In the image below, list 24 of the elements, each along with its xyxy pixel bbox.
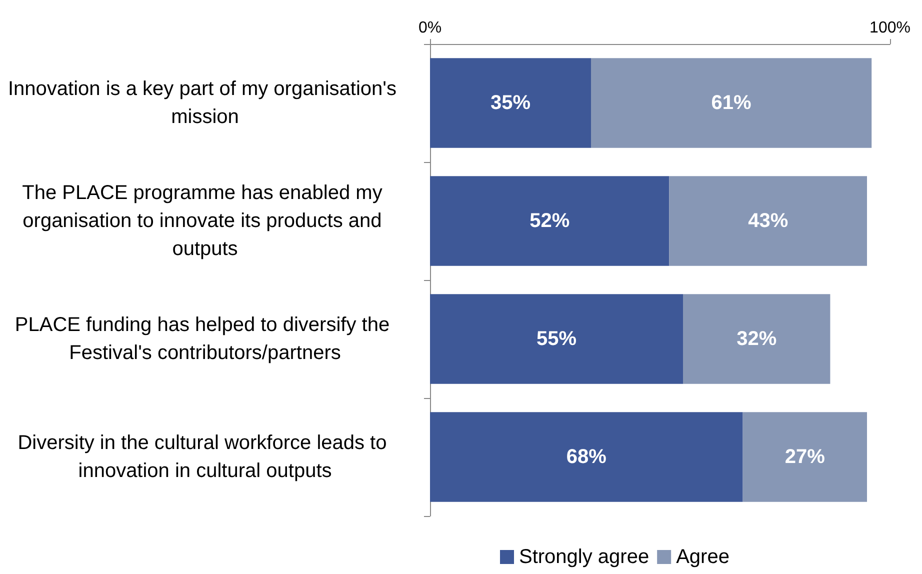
data-label: 32% bbox=[736, 328, 777, 350]
data-label: 68% bbox=[566, 446, 607, 468]
y-tick-label: Diversity in the cultural workforce leads to innovation in cultural outputs bbox=[18, 432, 392, 482]
y-tick-label: The PLACE programme has enabled my organisation to innovate its products and outputs bbox=[22, 182, 388, 260]
bar bbox=[683, 294, 830, 384]
bar bbox=[430, 176, 670, 266]
bar bbox=[430, 294, 683, 384]
data-label: 61% bbox=[711, 92, 752, 114]
data-label: 55% bbox=[536, 328, 577, 350]
y-tick-label: Innovation is a key part of my organisation's mission bbox=[8, 78, 402, 128]
bar bbox=[669, 176, 867, 266]
data-label: 43% bbox=[748, 210, 788, 232]
data-label: 35% bbox=[490, 92, 531, 114]
bar bbox=[742, 412, 867, 502]
data-label: 27% bbox=[784, 446, 826, 468]
x-tick-label: 100% bbox=[870, 20, 910, 36]
data-label: 52% bbox=[530, 210, 570, 232]
x-tick-label: 0% bbox=[418, 20, 442, 36]
legend-label: Strongly agree bbox=[519, 546, 650, 568]
bar bbox=[591, 58, 872, 148]
y-tick-label: PLACE funding has helped to diversify the Festival's contributors/partners bbox=[14, 314, 396, 364]
bar bbox=[430, 412, 743, 502]
legend-label: Agree bbox=[676, 546, 730, 568]
bar bbox=[430, 58, 591, 148]
